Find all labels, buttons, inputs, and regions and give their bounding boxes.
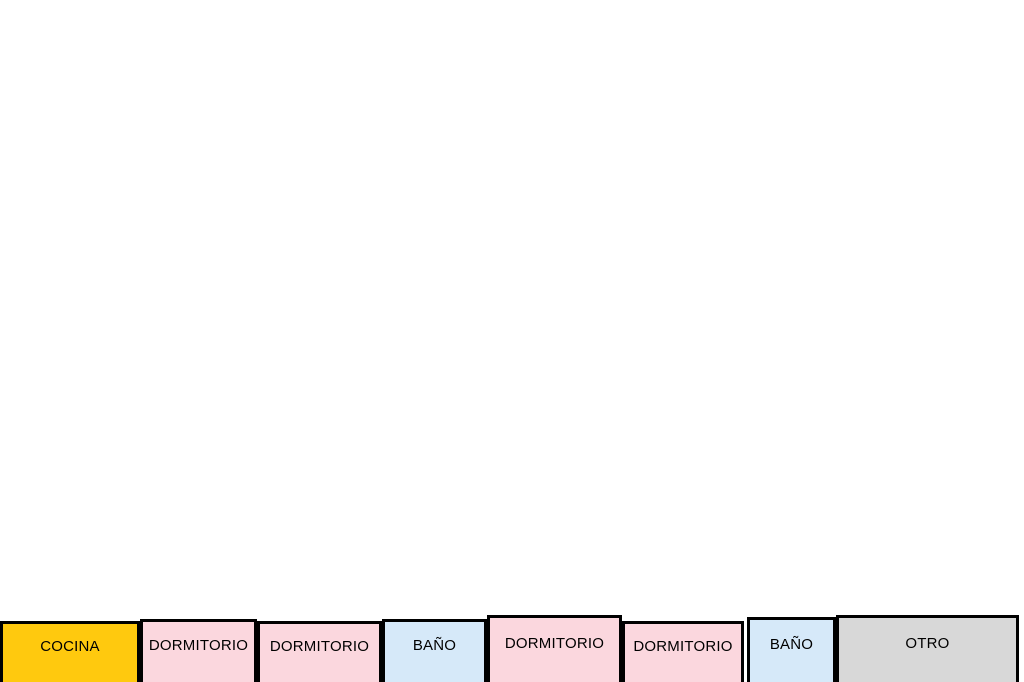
room-label-otro: OTRO xyxy=(905,634,950,652)
room-box-dormitorio-2: DORMITORIO xyxy=(257,621,382,682)
room-label-bano-1: BAÑO xyxy=(412,636,457,654)
room-box-dormitorio-3: DORMITORIO xyxy=(487,615,622,682)
room-label-dormitorio-3: DORMITORIO xyxy=(504,634,605,652)
room-box-otro: OTRO xyxy=(836,615,1019,682)
room-label-bano-2: BAÑO xyxy=(769,635,814,653)
room-label-dormitorio-4: DORMITORIO xyxy=(633,637,733,655)
room-box-bano-2: BAÑO xyxy=(747,617,836,682)
room-box-bano-1: BAÑO xyxy=(382,619,487,682)
room-label-cocina: COCINA xyxy=(40,637,100,655)
room-box-dormitorio-1: DORMITORIO xyxy=(140,619,257,682)
room-label-dormitorio-1: DORMITORIO xyxy=(148,636,249,654)
room-box-dormitorio-4: DORMITORIO xyxy=(622,621,744,682)
room-label-dormitorio-2: DORMITORIO xyxy=(269,637,370,655)
room-box-cocina: COCINA xyxy=(0,621,140,682)
